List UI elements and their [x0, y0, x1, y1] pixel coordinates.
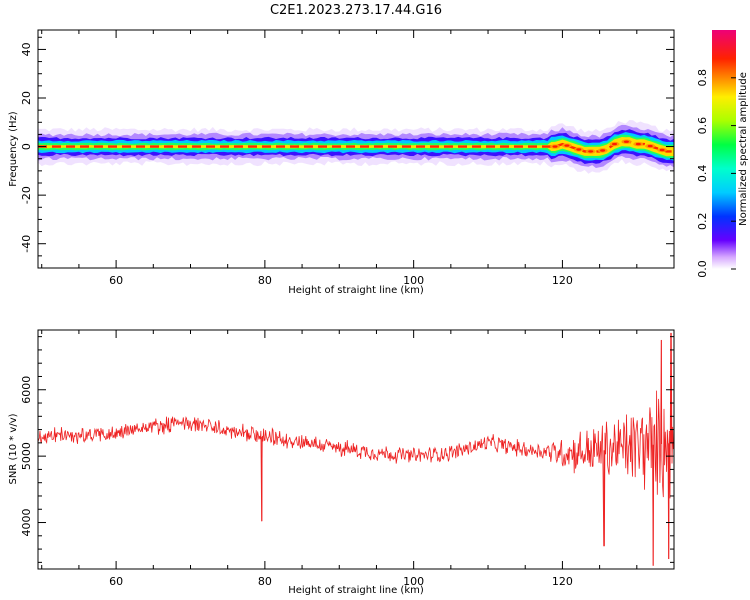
colorbar-tick-label: 0.4 [696, 165, 709, 183]
spectrogram-x-axis-label: Height of straight line (km) [288, 285, 424, 296]
snr-x-tick-label: 100 [403, 575, 424, 588]
spectrogram-axes: 60 80 100 120 40 20 0 -20 -40 [20, 30, 675, 287]
spectrogram-frame [37, 29, 675, 269]
spectrogram-x-tick-label: 100 [403, 274, 424, 287]
snr-x-axis-label: Height of straight line (km) [288, 585, 424, 596]
spectral-peak-line [38, 140, 674, 153]
colorbar-ticks: 0.0 0.2 0.4 0.6 0.8 [696, 69, 736, 278]
spectral-peak-core [659, 148, 665, 152]
chart-title: C2E1.2023.273.17.44.G16 [270, 3, 442, 18]
colorbar-tick-label: 0.0 [696, 260, 709, 278]
spectral-peak-core [576, 148, 582, 151]
snr-series-line [38, 332, 674, 566]
spectrogram-y-axis-label: Frequency (Hz) [8, 111, 19, 187]
snr-axes: 60 80 100 120 4000 5000 6000 [20, 330, 675, 588]
spectrogram-y-tick-label: 0 [20, 143, 33, 150]
spectral-peak-core [647, 144, 653, 148]
snr-plot-area [38, 332, 674, 566]
snr-x-tick-label: 120 [552, 575, 573, 588]
spectral-peak-core [552, 145, 558, 148]
spectrogram-x-tick-label: 60 [109, 274, 123, 287]
spectrogram-y-tick-label: -40 [20, 235, 33, 253]
spectrogram-y-tick-label: -20 [20, 186, 33, 204]
spectral-peak-core [635, 142, 641, 146]
spectral-peak-core [612, 142, 617, 146]
colorbar-tick-label: 0.6 [696, 117, 709, 135]
colorbar-tick-label: 0.2 [696, 212, 709, 230]
colorbar-tick-label: 0.8 [696, 69, 709, 87]
spectrogram-x-tick-label: 120 [552, 274, 573, 287]
spectral-band-yellow [38, 137, 674, 157]
spectral-peak-core [600, 149, 606, 152]
spectrogram-plot-area [38, 120, 674, 174]
snr-y-tick-label: 6000 [20, 376, 33, 404]
spectral-peak-core [623, 140, 629, 143]
snr-panel: 60 80 100 120 4000 5000 6000 Height of straigh… [8, 329, 675, 596]
colorbar-gradient [712, 30, 736, 269]
spectral-peak-core [564, 144, 570, 147]
snr-y-tick-label: 4000 [20, 509, 33, 537]
colorbar: 0.0 0.2 0.4 0.6 0.8 Normalized spectral ampl… [696, 30, 749, 278]
snr-x-tick-label: 80 [258, 575, 272, 588]
spectrogram-panel: 60 80 100 120 40 20 0 -20 -40 Height of straight… [8, 29, 675, 296]
snr-y-tick-label: 5000 [20, 442, 33, 470]
spectrogram-y-tick-label: 40 [20, 42, 33, 56]
snr-frame [37, 329, 675, 570]
spectrogram-y-tick-label: 20 [20, 91, 33, 105]
spectral-peak-core [588, 150, 594, 153]
snr-x-tick-label: 60 [109, 575, 123, 588]
snr-y-axis-label: SNR (10 * v/v) [8, 413, 19, 484]
colorbar-label: Normalized spectral amplitude [738, 72, 749, 226]
spectrogram-x-tick-label: 80 [258, 274, 272, 287]
